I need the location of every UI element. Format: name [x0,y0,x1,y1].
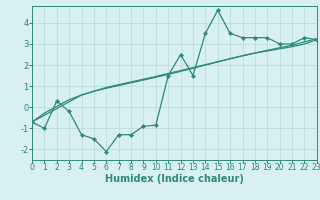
X-axis label: Humidex (Indice chaleur): Humidex (Indice chaleur) [105,174,244,184]
